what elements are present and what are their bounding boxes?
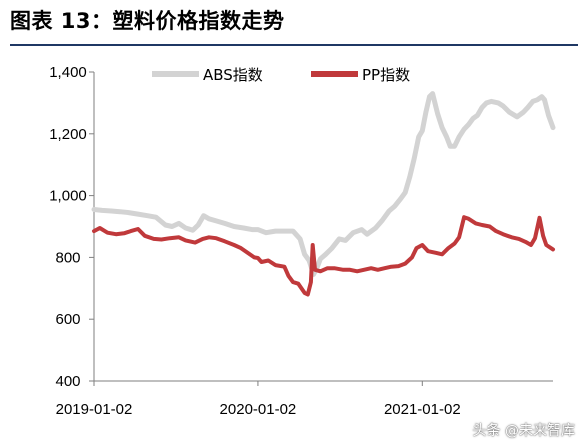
y-tick-label: 1,000 bbox=[49, 188, 87, 205]
x-tick-label: 2020-01-02 bbox=[220, 401, 297, 418]
chart-axes: 400 600 800 1,000 1,200 1,400 2019-01-02 2020-0… bbox=[49, 64, 553, 418]
y-tick-label: 1,200 bbox=[49, 126, 87, 143]
title-underline bbox=[10, 44, 578, 46]
y-tick-label: 600 bbox=[55, 311, 80, 328]
legend-label-2: PP指数 bbox=[362, 66, 410, 84]
series-line-2 bbox=[92, 215, 555, 297]
figure-title: 图表 13：塑料价格指数走势 bbox=[10, 9, 285, 33]
y-tick-label: 1,400 bbox=[49, 64, 87, 81]
series-line-1 bbox=[91, 91, 556, 277]
watermark-text: 头条 @未来智库 bbox=[472, 423, 575, 439]
y-tick-label: 800 bbox=[55, 249, 80, 266]
chart-series bbox=[91, 91, 556, 297]
legend-label-1: ABS指数 bbox=[203, 66, 263, 84]
chart-legend: ABS指数 PP指数 bbox=[152, 66, 410, 84]
y-tick-label: 400 bbox=[55, 373, 80, 390]
x-tick-label: 2019-01-02 bbox=[56, 401, 133, 418]
x-tick-label: 2021-01-02 bbox=[384, 401, 461, 418]
